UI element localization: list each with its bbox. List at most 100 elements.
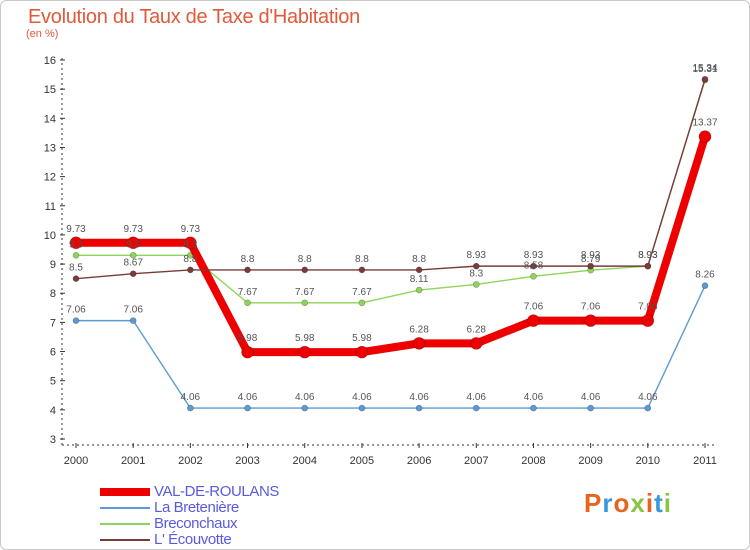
data-point [301,404,309,412]
data-point [472,281,480,288]
data-label: 7.06 [123,305,143,316]
data-label: 9.3 [69,239,83,250]
x-tick-label: 2004 [292,455,316,467]
y-tick-label: 13 [44,142,56,154]
data-label: 4.06 [638,392,658,403]
data-point [698,130,712,143]
y-tick-label: 5 [50,376,56,388]
data-label: 8.3 [469,268,483,279]
data-point [472,404,480,412]
data-label: 7.06 [581,302,601,313]
data-label: 6.28 [409,324,429,335]
data-label: 8.8 [412,254,426,265]
data-label: 4.06 [295,392,315,403]
data-label: 8.11 [410,274,429,285]
axes [61,58,717,446]
x-tick-label: 2010 [636,455,660,467]
y-tick-label: 12 [44,172,56,184]
data-point [129,252,137,259]
data-label: 7.67 [295,287,315,298]
data-label: 4.06 [238,392,258,403]
data-label: 15.31 [692,64,717,75]
data-label: 8.79 [581,254,601,265]
data-label: 4.06 [352,392,372,403]
data-label: 8.8 [298,254,312,265]
y-tick-label: 3 [50,434,56,446]
data-point [129,270,137,277]
data-label: 5.98 [295,333,315,344]
legend-label: La Bretenière [154,499,239,516]
x-tick-label: 2000 [64,455,88,467]
data-point [184,236,197,250]
data-label: 5.98 [238,333,258,344]
data-label: 8.8 [241,254,255,265]
data-label: 4.06 [409,392,429,403]
legend-swatch [100,523,150,525]
data-point [69,236,83,250]
data-point [644,404,652,412]
data-label: 8.5 [69,263,83,274]
x-tick-label: 2008 [521,455,545,467]
data-point [358,266,366,274]
y-tick-label: 15 [44,84,56,96]
data-label: 6.28 [467,324,487,335]
y-tick-label: 4 [50,405,56,417]
data-point [298,345,312,359]
y-tick-label: 8 [50,288,56,300]
y-tick-label: 10 [44,230,56,242]
data-label: 13.37 [692,118,717,129]
data-point [241,345,254,359]
y-tick-label: 14 [44,113,56,125]
data-label: 9.3 [183,239,197,250]
data-label: 5.98 [352,333,372,344]
data-point [358,299,366,307]
data-label: 8.67 [123,258,143,269]
legend-label: VAL-DE-ROULANS [154,483,279,500]
data-point [244,404,251,412]
data-point [415,404,423,412]
data-label: 8.8 [355,254,369,265]
data-label: 8.93 [581,250,601,261]
data-point [72,252,80,259]
data-label: 7.06 [638,302,658,313]
data-label: 7.06 [524,302,544,313]
data-label: 9.73 [123,224,143,235]
x-tick-label: 2009 [578,455,602,467]
y-tick-label: 7 [50,317,56,329]
series-line [75,79,706,280]
data-point [469,337,483,350]
x-tick-label: 2007 [464,455,488,467]
x-tick-label: 2006 [407,455,431,467]
data-label: 8.93 [638,250,658,261]
x-axis-ticks: 2000 2001 2002 2003 2004 2005 2006 2007 2008 2009… [64,443,717,467]
y-axis-ticks: 3 4 5 6 7 8 9 10 11 12 13 14 15 16 [44,55,65,446]
x-tick-label: 2005 [350,455,374,467]
chart-unit-label: (en %) [26,28,59,40]
data-label: 15.34 [692,63,717,74]
data-point [584,314,597,327]
data-point [126,236,140,250]
x-tick-label: 2011 [693,455,717,467]
data-point [244,266,251,274]
data-point [530,404,537,412]
series-line [76,79,706,304]
data-point [527,314,540,327]
data-label: 8.26 [695,270,715,281]
data-labels-layer: 7.06 7.06 4.06 4.06 4.06 4.06 4.06 4.06 4.06 4.06… [66,63,718,403]
data-point [355,345,369,359]
data-point [358,404,366,412]
data-point [72,317,80,324]
legend-label: Breconchaux [154,515,238,532]
data-point [415,286,423,294]
data-point [530,262,537,270]
data-point [472,262,480,270]
data-point [187,404,194,412]
series-line [76,285,706,409]
data-point [412,337,426,350]
series-layer [69,75,712,412]
data-label: 8.58 [524,260,544,271]
data-label: 4.06 [467,392,487,403]
data-label: 7.67 [238,287,258,298]
data-point [187,266,194,274]
